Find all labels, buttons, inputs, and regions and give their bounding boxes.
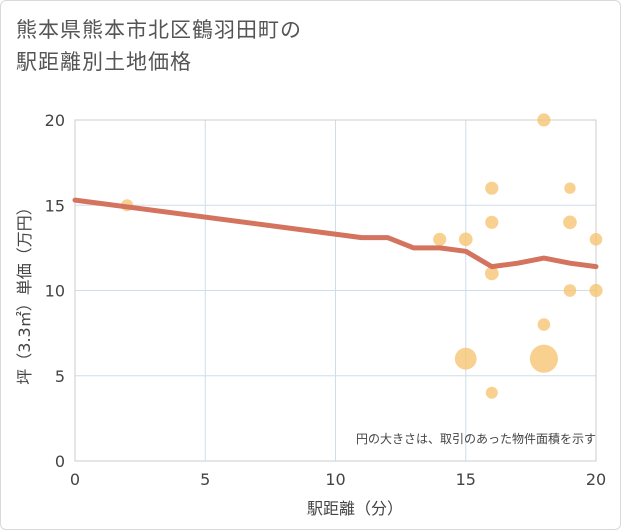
- x-tick-label: 0: [70, 470, 80, 489]
- scatter-point: [485, 181, 499, 195]
- trend-line: [72, 197, 599, 270]
- scatter-point: [529, 344, 558, 373]
- y-tick-label: 15: [45, 196, 65, 215]
- scatter-points: [121, 113, 603, 399]
- scatter-point: [564, 182, 576, 194]
- scatter-point: [537, 113, 551, 127]
- y-tick-label: 10: [45, 282, 65, 301]
- x-tick-label: 5: [200, 470, 210, 489]
- scatter-point: [589, 233, 603, 246]
- scatter-point: [458, 232, 473, 247]
- x-tick-label: 20: [586, 470, 606, 489]
- scatter-point: [563, 215, 577, 230]
- scatter-point: [484, 266, 499, 281]
- y-tick-label: 0: [55, 452, 65, 471]
- x-tick-label: 10: [325, 470, 345, 489]
- x-tick-labels: 0 5 10 15 20: [70, 470, 606, 489]
- y-tick-labels: 0 5 10 15 20: [45, 111, 65, 471]
- scatter-point: [454, 347, 477, 370]
- x-tick-label: 15: [456, 470, 476, 489]
- y-axis-label: 坪（3.3㎡）単価（万円）: [15, 199, 34, 384]
- scatter-point: [485, 386, 498, 399]
- title-line-1: 熊本県熊本市北区鶴羽田町の: [16, 18, 302, 42]
- title-line-2: 駅距離別土地価格: [16, 50, 192, 74]
- x-axis-label: 駅距離（分）: [307, 499, 403, 518]
- scatter-point: [537, 318, 551, 331]
- scatter-point: [485, 215, 499, 229]
- grid: [74, 119, 597, 462]
- y-tick-label: 20: [45, 111, 65, 130]
- scatter-point: [589, 283, 603, 298]
- scatter-point: [433, 232, 447, 246]
- y-tick-label: 5: [55, 367, 65, 386]
- scatter-point: [563, 284, 577, 297]
- chart-note: 円の大きさは、取引のあった物件面積を示す: [356, 431, 596, 446]
- chart-title: 熊本県熊本市北区鶴羽田町の 駅距離別土地価格: [16, 14, 302, 78]
